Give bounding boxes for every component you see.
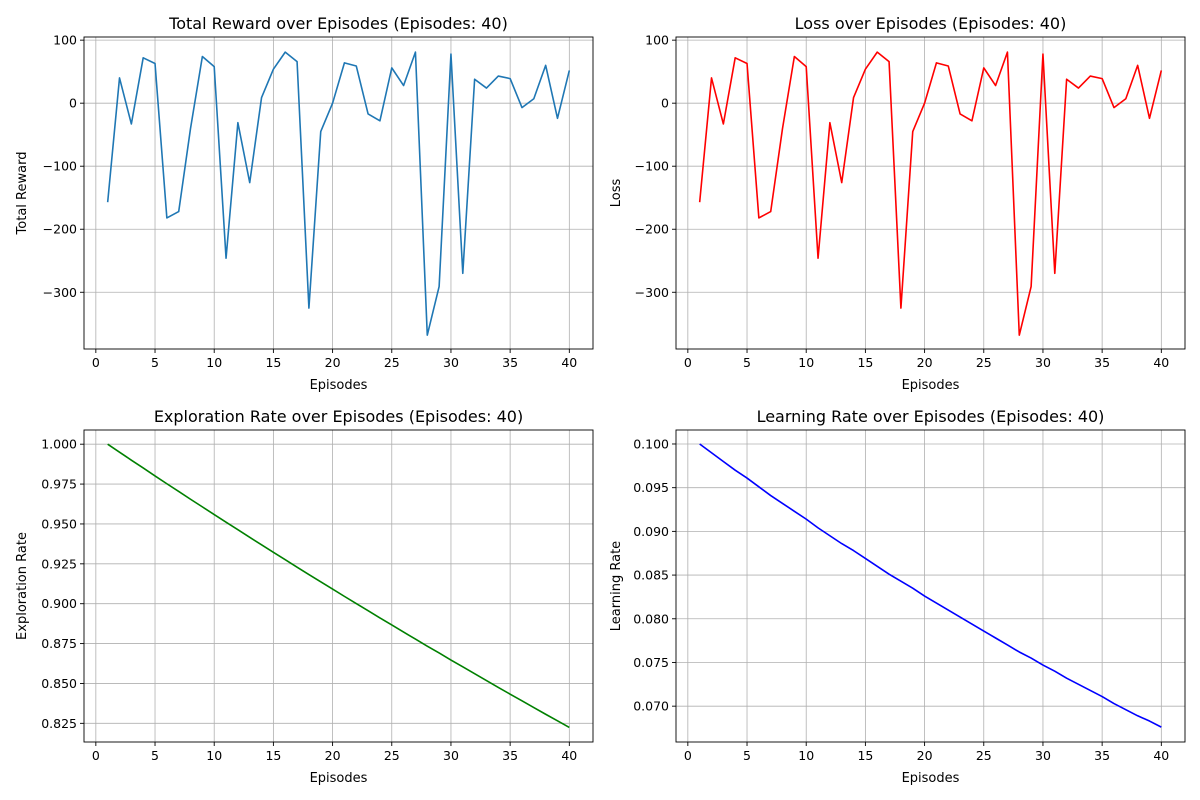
x-tick-label: 0 xyxy=(684,748,692,763)
y-tick-label: 0.925 xyxy=(41,556,77,571)
x-tick-label: 25 xyxy=(976,355,992,370)
chart-panel-2: 0 5 10 15 20 25 30 35 40 −300 −200 −100 0 100 Loss ove… xyxy=(609,14,1186,393)
y-tick-label: 0.100 xyxy=(633,436,669,451)
y-tick-label: 0.090 xyxy=(633,524,669,539)
x-axis-label: Episodes xyxy=(902,378,960,393)
chart-title: Loss over Episodes (Episodes: 40) xyxy=(795,14,1067,33)
x-tick-label: 40 xyxy=(561,748,577,763)
y-tick-label: 0.975 xyxy=(41,477,77,492)
x-tick-label: 20 xyxy=(917,355,933,370)
x-tick-label: 15 xyxy=(857,748,873,763)
x-tick-label: 5 xyxy=(151,748,159,763)
y-axis-label: Total Reward xyxy=(15,152,30,236)
y-tick-label: 0.950 xyxy=(41,516,77,531)
x-tick-label: 20 xyxy=(917,748,933,763)
y-tick-label: 0.070 xyxy=(633,699,669,714)
y-axis-label: Exploration Rate xyxy=(15,532,30,640)
chart-title: Total Reward over Episodes (Episodes: 40… xyxy=(168,14,508,33)
x-tick-label: 35 xyxy=(502,355,518,370)
y-tick-label: −300 xyxy=(635,285,669,300)
series-line xyxy=(699,443,1162,728)
axes-frame xyxy=(675,36,1186,350)
axes-frame xyxy=(675,429,1186,743)
axes-frame xyxy=(83,36,594,350)
x-tick-label: 30 xyxy=(443,355,459,370)
chart-panel-4: 0 5 10 15 20 25 30 35 40 0.070 0.075 0.080 0.085 0.09… xyxy=(609,407,1186,786)
x-tick-label: 5 xyxy=(743,748,751,763)
y-tick-label: 1.000 xyxy=(41,437,77,452)
x-tick-label: 30 xyxy=(1035,748,1051,763)
y-tick-label: 100 xyxy=(53,33,77,48)
x-tick-label: 25 xyxy=(384,355,400,370)
x-tick-label: 30 xyxy=(443,748,459,763)
x-tick-label: 10 xyxy=(206,355,222,370)
x-tick-label: 30 xyxy=(1035,355,1051,370)
x-tick-label: 35 xyxy=(502,748,518,763)
y-tick-label: −100 xyxy=(635,159,669,174)
x-tick-label: 40 xyxy=(1153,748,1169,763)
y-axis-label: Loss xyxy=(609,179,624,208)
y-tick-label: 100 xyxy=(645,33,669,48)
x-tick-label: 25 xyxy=(384,748,400,763)
y-tick-label: 0.080 xyxy=(633,611,669,626)
x-tick-label: 5 xyxy=(743,355,751,370)
y-tick-label: −100 xyxy=(43,159,77,174)
chart-title: Exploration Rate over Episodes (Episodes… xyxy=(154,407,523,426)
x-axis-label: Episodes xyxy=(310,378,368,393)
y-tick-label: 0 xyxy=(69,96,77,111)
y-axis-label: Learning Rate xyxy=(609,541,624,631)
y-tick-label: 0 xyxy=(661,96,669,111)
y-tick-label: 0.875 xyxy=(41,636,77,651)
axes-frame xyxy=(83,429,594,743)
x-tick-label: 35 xyxy=(1094,355,1110,370)
x-tick-label: 20 xyxy=(325,748,341,763)
series-line xyxy=(106,51,571,336)
y-tick-label: −200 xyxy=(635,222,669,237)
x-tick-label: 10 xyxy=(206,748,222,763)
x-tick-label: 15 xyxy=(265,748,281,763)
x-tick-label: 40 xyxy=(561,355,577,370)
x-tick-label: 10 xyxy=(798,748,814,763)
x-tick-label: 0 xyxy=(684,355,692,370)
x-tick-label: 40 xyxy=(1153,355,1169,370)
y-tick-label: 0.085 xyxy=(633,568,669,583)
x-tick-label: 20 xyxy=(325,355,341,370)
x-axis-label: Episodes xyxy=(902,771,960,786)
chart-panel-1: 0 5 10 15 20 25 30 35 40 −300 −200 −100 0 100 Total Re… xyxy=(15,14,594,393)
y-tick-label: −300 xyxy=(43,285,77,300)
y-tick-label: −200 xyxy=(43,222,77,237)
x-tick-label: 15 xyxy=(857,355,873,370)
x-tick-label: 0 xyxy=(92,355,100,370)
x-tick-label: 35 xyxy=(1094,748,1110,763)
x-tick-label: 0 xyxy=(92,748,100,763)
x-tick-label: 10 xyxy=(798,355,814,370)
y-tick-label: 0.095 xyxy=(633,480,669,495)
y-tick-label: 0.825 xyxy=(41,716,77,731)
y-tick-label: 0.075 xyxy=(633,655,669,670)
chart-title: Learning Rate over Episodes (Episodes: 4… xyxy=(757,407,1105,426)
series-line xyxy=(107,443,570,729)
series-line xyxy=(698,51,1163,336)
y-tick-label: 0.900 xyxy=(41,596,77,611)
x-axis-label: Episodes xyxy=(310,771,368,786)
x-tick-label: 15 xyxy=(265,355,281,370)
y-tick-label: 0.850 xyxy=(41,676,77,691)
x-tick-label: 5 xyxy=(151,355,159,370)
chart-panel-3: 0 5 10 15 20 25 30 35 40 0.825 0.850 0.875 0.900 0.92… xyxy=(15,407,594,786)
x-tick-label: 25 xyxy=(976,748,992,763)
